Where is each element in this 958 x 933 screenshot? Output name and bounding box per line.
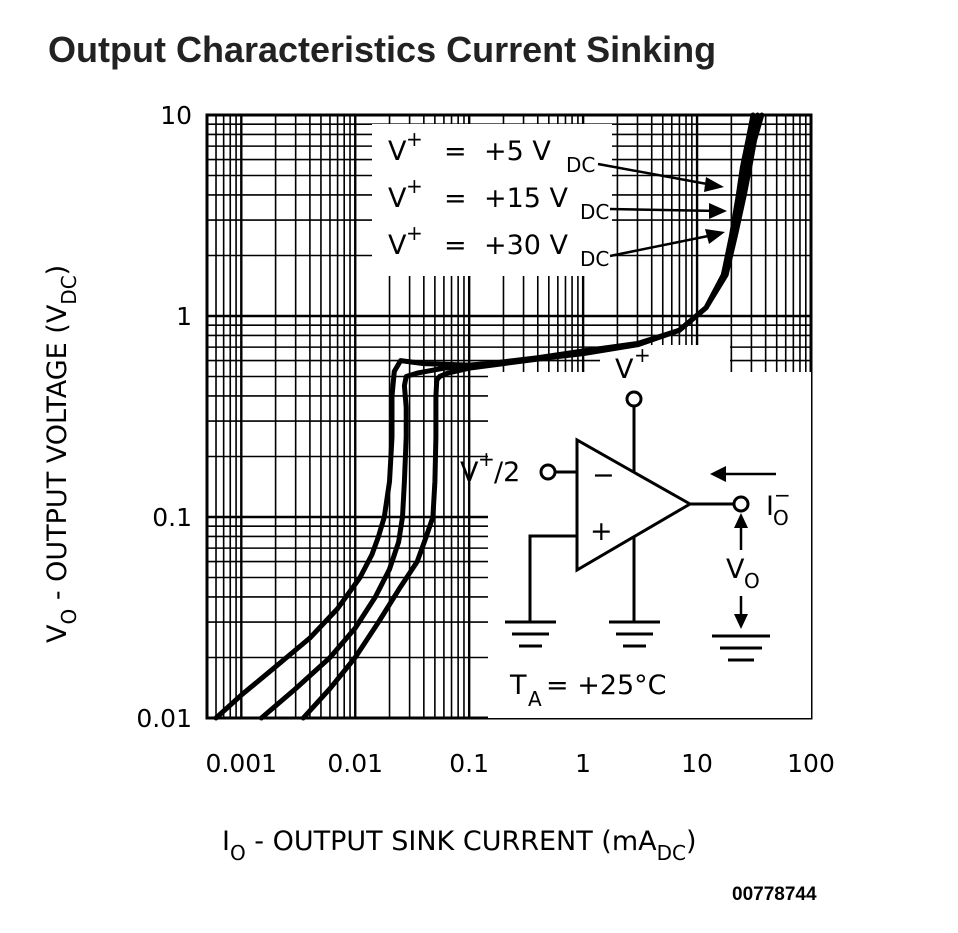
legend-entry-5v: V + = +5 V DC (388, 127, 595, 177)
legend-mask (372, 124, 612, 276)
y-axis-label-sub2: DC (57, 275, 81, 304)
legend-arrow-15v (609, 207, 721, 213)
legend-entry-15v: V + = +15 V DC (388, 174, 609, 224)
vout-arrowhead-up (734, 513, 748, 528)
op-amp-minus: − (592, 460, 615, 491)
inset-mask (488, 372, 811, 718)
legend-15v-eq: = (444, 183, 467, 214)
vout-label-sub: O (744, 569, 760, 593)
y-axis-label-rest: - OUTPUT VOLTAGE (V (42, 304, 73, 609)
figure-id: 00778744 (732, 884, 817, 905)
y-axis-label-sub: O (57, 609, 81, 625)
y-axis-label: VO - OUTPUT VOLTAGE (VDC) (42, 265, 81, 643)
y-tick-label: 10 (160, 101, 192, 130)
legend-5v-eq: = (444, 136, 467, 167)
vout-arrowhead-down (734, 614, 748, 629)
legend-15v-sup: + (406, 174, 423, 198)
inset-mask-top (600, 345, 730, 375)
current-label-sub: O (773, 506, 789, 530)
legend-30v-eq: = (444, 230, 467, 261)
inset-mask-right (778, 455, 811, 718)
current-label-pre: I (766, 491, 774, 522)
x-axis-label: IO - OUTPUT SINK CURRENT (mADC) (222, 826, 697, 865)
x-tick-label: 0.1 (449, 749, 489, 778)
x-tick-label: 0.01 (327, 749, 383, 778)
supply-label-sup: + (634, 343, 651, 367)
legend-arrow-5v (597, 162, 719, 188)
temp-label-pre: T (509, 670, 527, 701)
supply-label-pre: V (615, 354, 634, 385)
legend-30v-sup: + (406, 221, 423, 245)
chart-title: Output Characteristics Current Sinking (48, 29, 716, 70)
legend-arrowhead-5v (704, 177, 724, 192)
x-axis-label-end: ) (686, 826, 697, 857)
x-tick-label: 100 (787, 749, 835, 778)
ground-symbol-middle (609, 620, 660, 648)
legend-5v-pre: V (388, 136, 407, 167)
x-axis-label-rest: - OUTPUT SINK CURRENT (mA (246, 826, 657, 857)
output-terminal (732, 495, 750, 513)
y-tick-label: 1 (176, 302, 192, 331)
legend-15v-val: +15 V (484, 183, 569, 214)
current-label-sup: − (774, 483, 791, 507)
legend-15v-pre: V (388, 183, 407, 214)
legend-5v-sup: + (406, 127, 423, 151)
series-line-3 (300, 112, 765, 721)
legend-30v-pre: V (388, 230, 407, 261)
ground-symbol-right (712, 634, 770, 662)
x-tick-label: 10 (681, 749, 713, 778)
input-label-rest: /2 (494, 457, 520, 488)
ground-symbol-left (505, 620, 556, 648)
y-tick-labels: 10 1 0.1 0.01 (136, 101, 192, 733)
legend-30v-sub: DC (580, 247, 609, 271)
y-axis-label-main: V (42, 624, 73, 643)
input-terminal (539, 463, 557, 481)
legend-entry-30v: V + = +30 V DC (388, 221, 609, 271)
temp-label-rest: = +25°C (546, 670, 667, 701)
legend-15v-sub: DC (580, 200, 609, 224)
input-label-sup: + (478, 447, 495, 471)
inset-circuit: − + V + V + /2 I O (460, 343, 791, 711)
op-amp-plus: + (590, 516, 613, 547)
y-tick-label: 0.1 (152, 503, 192, 532)
legend-30v-val: +30 V (484, 230, 569, 261)
legend-arrow-30v (609, 232, 719, 258)
legend-5v-sub: DC (566, 153, 595, 177)
x-axis-label-sub: O (230, 841, 246, 865)
legend-arrowhead-30v (705, 229, 725, 244)
legend: V + = +5 V DC V + = +15 V DC V + = +30 V… (388, 127, 727, 271)
curves (213, 112, 765, 721)
x-axis-label-main: I (222, 826, 230, 857)
x-tick-labels: 0.001 0.01 0.1 1 10 100 (206, 749, 835, 778)
supply-terminal (625, 390, 643, 408)
x-tick-label: 1 (575, 749, 591, 778)
input-label-pre: V (460, 457, 479, 488)
vout-label-pre: V (726, 554, 745, 585)
y-axis-label-end: ) (42, 265, 73, 276)
x-tick-label: 0.001 (206, 749, 278, 778)
legend-5v-val: +5 V (484, 136, 551, 167)
plus-input-wire (528, 534, 577, 622)
current-arrowhead (710, 466, 726, 482)
y-tick-label: 0.01 (136, 704, 192, 733)
temp-label-sub: A (528, 687, 542, 711)
legend-arrowhead-15v (709, 203, 727, 219)
x-axis-label-sub2: DC (657, 841, 686, 865)
